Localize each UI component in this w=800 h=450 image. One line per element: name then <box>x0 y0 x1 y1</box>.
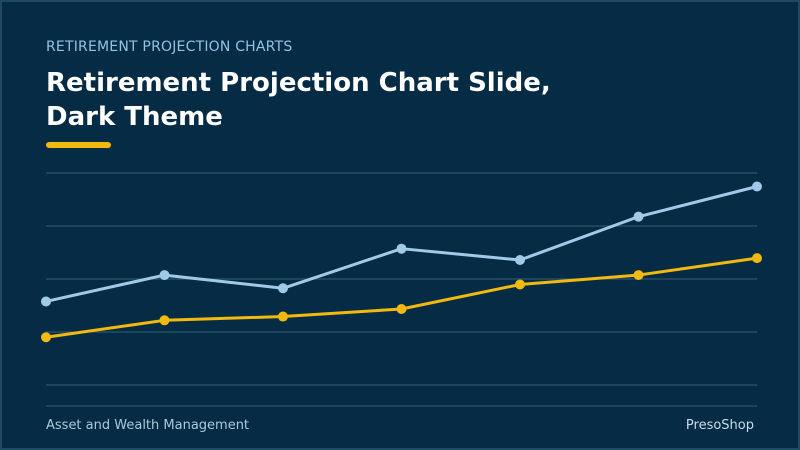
data-point <box>278 311 288 322</box>
data-point <box>752 181 762 192</box>
data-point <box>515 279 525 290</box>
footer-company: Asset and Wealth Management <box>46 418 250 433</box>
data-point <box>396 304 407 314</box>
data-point <box>515 255 525 265</box>
slide-title: Retirement Projection Chart Slide, Dark … <box>46 68 551 132</box>
chart-gridlines <box>46 172 757 407</box>
data-point <box>633 211 644 222</box>
data-point <box>41 332 51 343</box>
data-point <box>633 270 644 281</box>
series-1 <box>41 181 762 307</box>
section-eyebrow: RETIREMENT PROJECTION CHARTS <box>46 39 293 55</box>
chart-series <box>41 181 762 343</box>
data-point <box>396 243 407 254</box>
data-point <box>159 315 170 326</box>
data-point <box>159 270 170 281</box>
data-point <box>278 283 288 294</box>
footer-brand: PresoShop <box>685 418 754 433</box>
series-2 <box>41 253 762 343</box>
data-point <box>752 253 762 264</box>
series-line <box>45 256 758 339</box>
data-point <box>41 296 51 307</box>
title-accent-bar <box>46 142 111 148</box>
